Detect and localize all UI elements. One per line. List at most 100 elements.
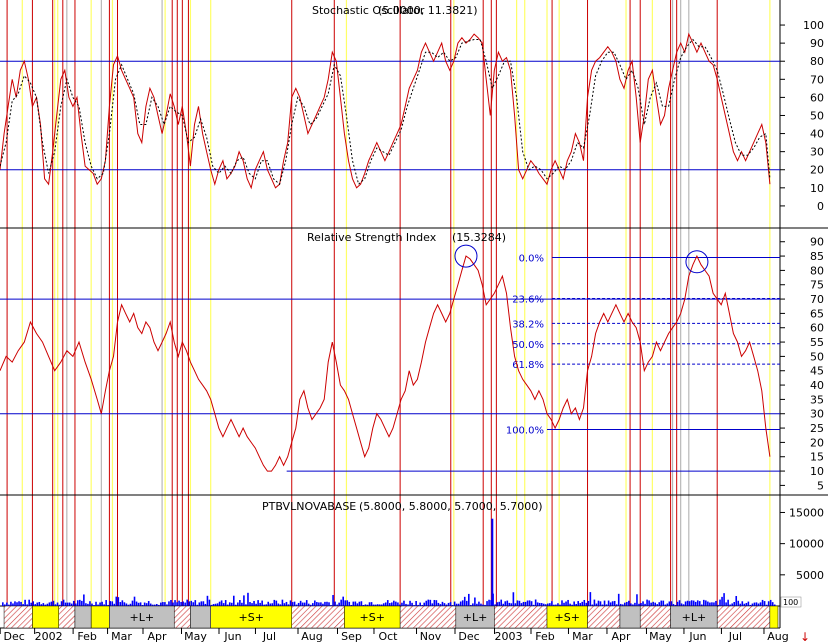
volume-bar [660,600,663,606]
volume-bar [605,604,608,606]
volume-bar [709,602,711,606]
volume-bar [109,601,112,606]
volume-bar [198,602,201,606]
volume-bar [218,601,221,606]
volume-bar [24,599,26,606]
y-tick-label: 20 [810,436,824,449]
y-tick-label: 90 [810,236,824,249]
volume-bar [216,603,219,606]
arrow-down-icon: ↓ [800,630,810,644]
volume-bar [747,601,750,606]
volume-bar [237,602,239,606]
volume-bar [579,603,582,606]
volume-bar [749,604,752,606]
y-tick-label: 15 [810,451,824,464]
volume-bar [648,600,650,606]
volume-bar [668,601,671,606]
x-tick-label: 2003 [495,630,523,643]
volume-bar [391,602,393,606]
y-tick-label: 10 [810,465,824,478]
x-tick-label: May [184,630,207,643]
volume-bar [324,601,326,606]
volume-bar [307,603,310,606]
volume-bar [413,605,415,606]
volume-bar [228,602,231,606]
y-tick-label: 30 [810,408,824,421]
rsi-peak-circle [685,250,709,274]
volume-bar [153,604,156,606]
volume-bar [46,603,49,606]
signal-bands: +L+ +S+ +S+ +L+ +S+ +L+ [3,605,779,629]
volume-bar [6,602,8,606]
fib-level-label: 23.6% [512,294,544,305]
volume-bar [583,599,586,606]
volume-bar [370,602,373,606]
volume-bar [607,600,610,606]
volume-bar [609,602,612,606]
volume-bar [690,600,693,606]
volume-bar [654,602,656,606]
volume-bar [425,600,428,606]
volume-bar [230,602,233,606]
volume-bar [688,601,691,606]
volume-bar [626,601,628,606]
volume-bar [14,601,16,606]
volume-bar [253,600,255,606]
volume-bar [575,603,577,606]
rsi-title: Relative Strength Index [307,231,437,244]
volume-bar [591,604,594,606]
volume-bar [551,601,553,606]
y-tick-label: 85 [810,250,824,263]
volume-bar [415,600,417,606]
rsi-peak-circle [454,244,478,268]
volume-bar [129,603,132,606]
volume-bar [293,601,296,606]
volume-bar [498,601,500,606]
volume-bar [299,600,302,606]
volume-bar [737,600,740,606]
volume-bar [72,600,75,606]
volume-bar [267,601,270,606]
volume-bar [188,601,191,606]
volume-bar [158,604,160,606]
y-tick-label: 20 [810,164,824,177]
volume-bar [212,604,215,606]
volume-bar [312,603,314,606]
volume-bar [74,603,77,606]
volume-bar [147,601,150,606]
volume-bar [601,604,604,606]
volume-bar [208,599,211,606]
y-tick-label: 75 [810,279,824,292]
volume-bar [431,603,434,606]
volume-bar [411,602,413,606]
volume-bar [476,603,478,606]
volume-bar [314,600,316,606]
volume-bar [743,603,746,606]
volume-bar [139,602,142,606]
volume-bar [172,602,174,606]
volume-bar [470,604,472,606]
volume-bar [405,603,407,606]
x-tick-label: Mar [111,630,132,643]
volume-bar [81,600,83,606]
volume-bar [97,604,99,606]
volume-bar [137,602,140,606]
volume-bar [771,602,774,606]
stoch-title-overlay: (5.0000, 11.3821) [378,4,478,17]
volume-bar [518,600,521,606]
volume-bar [603,600,606,606]
volume-bar [257,600,259,606]
volume-bar [555,604,557,606]
volume-bar [123,602,126,606]
volume-bar [759,602,762,606]
volume-bar [696,600,699,606]
volume-bar [235,604,237,606]
signal-band-label: +L+ [130,611,155,624]
volume-bar [719,599,721,606]
y-tick-label: 30 [810,146,824,159]
volume-bar [755,602,758,606]
volume-bar [261,600,263,606]
volume-bar [638,603,640,606]
volume-bar [644,603,646,606]
volume-bar [717,604,719,606]
